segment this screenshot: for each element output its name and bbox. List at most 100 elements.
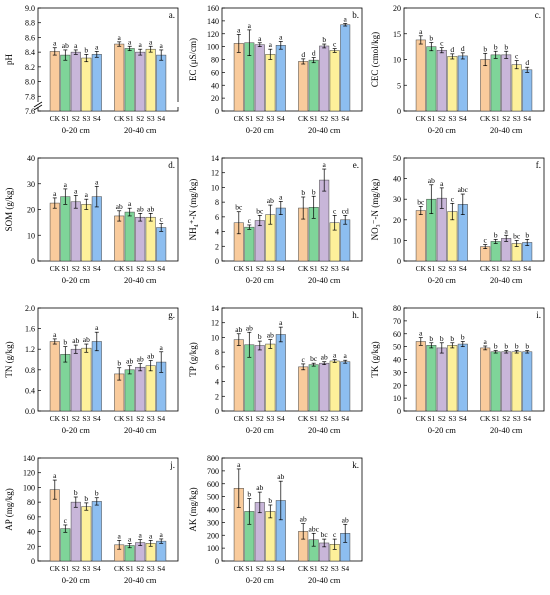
significance-letter: b [84,494,88,503]
y-tick-label: 10 [393,394,401,403]
y-tick-label: 140 [207,17,219,26]
significance-letter: d [301,50,305,59]
x-tick-label: S4 [341,114,349,123]
bar-s3 [329,360,340,412]
y-tick-label: 8.4 [25,48,35,57]
x-tick-label: S3 [448,264,456,273]
x-tick-label: S1 [427,114,435,123]
x-tick-label: S4 [93,114,101,123]
bar-ck [298,366,309,412]
x-tick-label: S1 [310,114,318,123]
x-tick-label: S1 [310,264,318,273]
chart-panel-h: 0 2 4 6 8 10 12 14 TP (g/kg) h. ab CK ab S1 b S2 ab S3 a S4… [188,304,363,435]
bar-s4 [156,54,167,112]
y-tick-label: 50 [393,343,401,352]
bar-s1 [124,369,135,412]
significance-letter: a [505,226,509,235]
x-tick-label: S4 [157,564,165,573]
bar-s2 [436,49,447,112]
significance-letter: ab [116,202,123,211]
x-tick-label: S3 [266,264,274,273]
x-tick-label: CK [50,564,61,573]
significance-letter: b [440,334,444,343]
x-category-label: 20-40 cm [490,125,523,135]
x-tick-label: CK [298,114,309,123]
x-tick-label: S1 [427,414,435,423]
x-tick-label: S1 [245,114,253,123]
x-tick-label: CK [298,264,309,273]
significance-letter: a [237,460,241,469]
significance-letter: ab [126,357,133,366]
x-tick-label: S4 [277,114,285,123]
significance-letter: a [419,27,423,36]
significance-letter: c [484,236,488,245]
significance-letter: a [269,40,273,49]
bar-s2 [319,179,330,262]
significance-letter: a [118,531,122,540]
y-axis-label: AP (mg/kg) [4,488,14,530]
y-tick-label: 40 [211,81,219,90]
chart-panel-j: 0 20 40 60 80 100 120 140 AP (mg/kg) j. a CK c S1 b S2 b… [4,454,179,585]
y-tick-label: 0 [215,557,219,566]
y-tick-label: 6 [215,213,219,222]
x-tick-label: S1 [61,564,69,573]
chart-panel-i: 0 10 20 30 40 50 60 70 80 TK (g/kg) i. a CK b S1 b S2 b S3… [370,304,545,435]
significance-letter: ab [277,472,284,481]
x-category-label: 0-20 cm [428,275,456,285]
significance-letter: a [160,41,164,50]
x-category-label: 0-20 cm [62,425,90,435]
bar-s2 [135,216,146,262]
y-tick-label: 10 [393,56,401,65]
plot-frame [403,157,545,262]
bar-s4 [522,69,533,112]
bar-s3 [81,57,92,112]
x-category-label: 20-40 cm [124,425,157,435]
significance-letter: c [333,206,337,215]
y-tick-label: 14 [211,154,219,163]
y-tick-label: 120 [23,469,35,478]
x-tick-label: CK [480,414,491,423]
x-tick-label: S2 [256,564,264,573]
bar-s3 [265,511,276,562]
y-tick-label: 40 [393,175,401,184]
significance-letter: ab [267,331,274,340]
significance-letter: bc [513,231,521,240]
bar-s1 [490,54,501,112]
x-tick-label: S2 [438,264,446,273]
bar-s4 [91,54,102,112]
y-tick-label: 20 [27,206,35,215]
bar-s3 [81,204,92,262]
significance-letter: bc [256,206,264,215]
significance-letter: c [64,516,68,525]
x-tick-label: CK [114,414,125,423]
y-tick-label: 2.0 [25,304,35,313]
significance-letter: a [95,323,99,332]
bar-s1 [60,54,71,112]
significance-letter: ab [428,176,435,185]
bar-ck [415,341,426,412]
bar-s1 [124,211,135,262]
x-tick-label: S1 [310,564,318,573]
panel-label: f. [536,160,541,170]
x-tick-label: S3 [82,564,90,573]
bar-s2 [319,45,330,112]
x-tick-label: S3 [266,114,274,123]
y-tick-label: 7.8 [25,92,35,101]
x-category-label: 20-40 cm [308,425,341,435]
bar-s1 [426,345,437,412]
bar-s3 [145,365,156,412]
bar-ck [415,39,426,112]
bar-s3 [145,216,156,262]
significance-letter: a [419,329,423,338]
significance-letter: a [237,25,241,34]
y-tick-label: 10 [393,236,401,245]
chart-panel-b: 0 20 40 60 80 100 120 140 160 EC (μS/cm) b. a CK a S1 a… [188,4,363,135]
y-tick-label: 800 [207,454,219,463]
x-tick-label: S4 [341,564,349,573]
y-axis-label: NH₄⁺-N (mg/kg) [188,179,198,241]
bar-s3 [511,64,522,112]
x-tick-label: S2 [256,264,264,273]
x-tick-label: S4 [523,264,531,273]
